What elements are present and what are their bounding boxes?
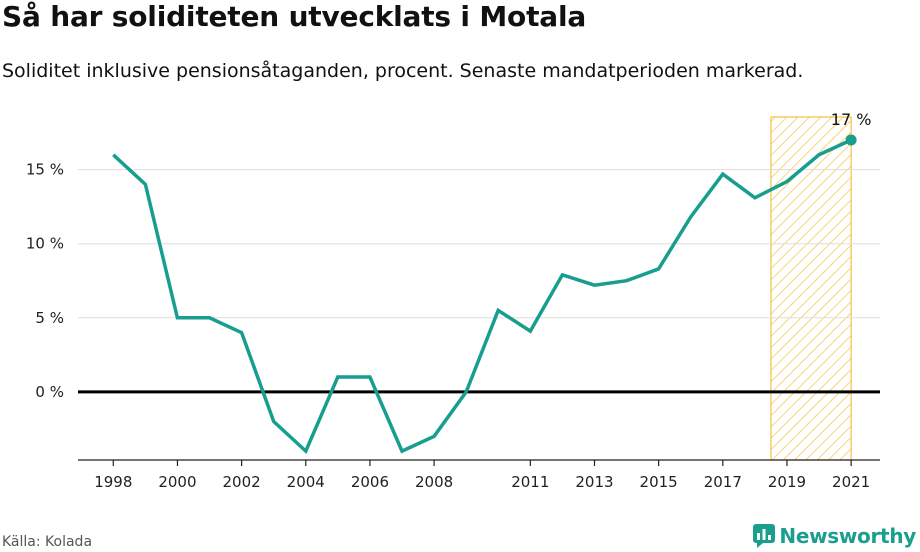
- y-tick-label: 10 %: [26, 235, 64, 253]
- end-point-marker: [845, 134, 857, 146]
- brand-logo: Newsworthy: [753, 524, 916, 548]
- x-tick-label: 2011: [511, 473, 549, 491]
- x-tick-label: 2004: [287, 473, 325, 491]
- x-tick-label: 2006: [351, 473, 389, 491]
- highlight-band: [770, 116, 852, 461]
- data-point: [464, 390, 468, 394]
- data-point: [625, 279, 629, 283]
- brand-name: Newsworthy: [779, 524, 916, 548]
- data-point: [111, 153, 115, 157]
- x-tick-label: 2002: [223, 473, 261, 491]
- line-chart: 0 % 5 % 10 % 15 % 1998 2000 2002 2004 2006 2008 20…: [26, 110, 880, 491]
- data-point: [336, 375, 340, 379]
- data-point: [592, 283, 596, 287]
- data-point: [721, 172, 725, 176]
- x-tick-label: 2008: [415, 473, 453, 491]
- x-tick-label: 2000: [158, 473, 196, 491]
- data-point: [689, 215, 693, 219]
- data-point: [560, 273, 564, 277]
- data-point: [175, 316, 179, 320]
- x-tick-label: 2015: [640, 473, 678, 491]
- data-point: [657, 267, 661, 271]
- end-value-label: 17 %: [831, 110, 872, 129]
- data-point: [432, 434, 436, 438]
- data-point: [143, 182, 147, 186]
- data-point: [368, 375, 372, 379]
- data-point: [304, 449, 308, 453]
- data-point: [817, 153, 821, 157]
- data-point: [208, 316, 212, 320]
- data-point: [272, 419, 276, 423]
- data-point: [753, 196, 757, 200]
- y-tick-label: 15 %: [26, 161, 64, 179]
- data-point: [400, 449, 404, 453]
- source-credit: Källa: Kolada: [2, 534, 93, 550]
- y-tick-label: 0 %: [35, 383, 64, 401]
- x-tick-label: 2017: [704, 473, 742, 491]
- x-tick-label: 2019: [768, 473, 806, 491]
- y-tick-label: 5 %: [35, 309, 64, 327]
- data-point: [240, 331, 244, 335]
- chart-subtitle: Soliditet inklusive pensionsåtaganden, p…: [2, 60, 804, 82]
- data-point: [528, 329, 532, 333]
- data-point: [496, 308, 500, 312]
- series-line: [112, 138, 852, 455]
- newsworthy-logo-icon: [753, 524, 776, 548]
- x-tick-label: 2013: [575, 473, 613, 491]
- x-tick-label: 2021: [832, 473, 870, 491]
- data-point: [785, 179, 789, 183]
- x-tick-label: 1998: [94, 473, 132, 491]
- chart-title: Så har soliditeten utvecklats i Motala: [2, 0, 587, 33]
